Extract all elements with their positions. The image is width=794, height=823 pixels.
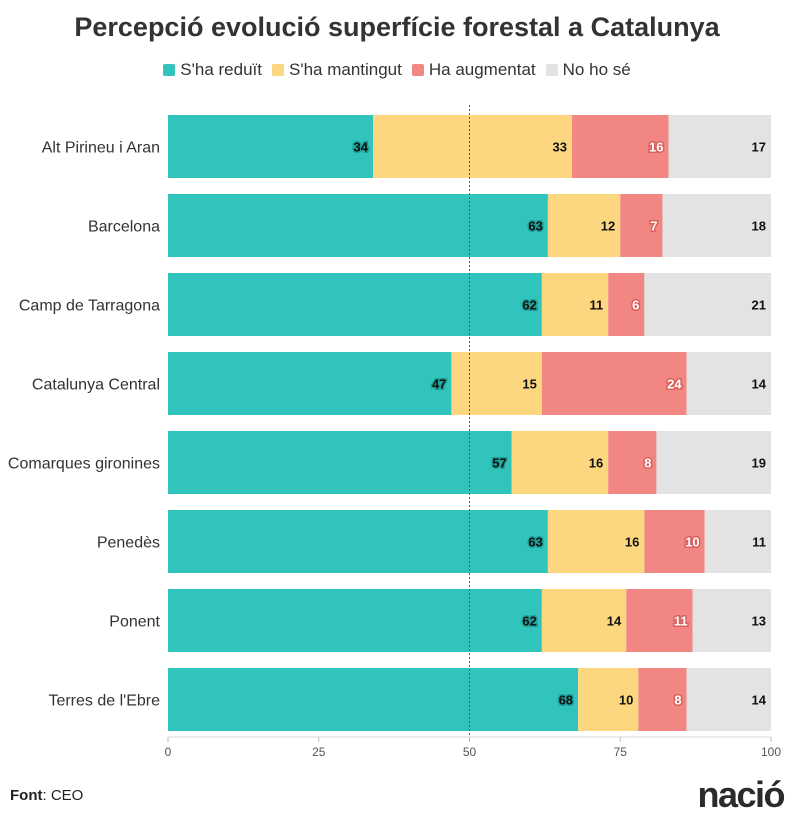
data-label: 14: [607, 614, 622, 629]
bar-segment: [668, 115, 771, 178]
legend-label: S'ha mantingut: [288, 60, 402, 79]
data-label: 18: [752, 219, 766, 234]
source-note: Font: CEO: [10, 787, 83, 804]
bar-segment: [541, 352, 687, 415]
data-label: 8: [644, 456, 651, 471]
bar-segment: [662, 194, 771, 257]
x-tick-label: 100: [761, 745, 781, 759]
data-label: 19: [752, 456, 766, 471]
source-label: Font: [10, 787, 43, 804]
bar-segment: [168, 194, 548, 257]
legend-label: S'ha reduït: [180, 60, 262, 79]
bar-segment: [168, 431, 512, 494]
category-label: Camp de Tarragona: [19, 298, 160, 315]
bar-segment: [547, 194, 621, 257]
bar-segment: [578, 668, 639, 731]
data-label: 10: [685, 535, 699, 550]
data-label: 6: [632, 298, 639, 313]
bar-segment: [620, 194, 663, 257]
data-label: 13: [752, 614, 766, 629]
data-label: 12: [601, 219, 615, 234]
source-value: : CEO: [42, 787, 84, 804]
category-label: Catalunya Central: [32, 377, 160, 394]
data-label: 33: [553, 140, 567, 155]
bar-segment: [168, 115, 374, 178]
category-label: Terres de l'Ebre: [48, 693, 160, 710]
data-label: 7: [650, 219, 657, 234]
x-tick-label: 0: [165, 745, 172, 759]
data-label: 68: [559, 693, 573, 708]
data-label: 14: [752, 377, 767, 392]
data-label: 62: [522, 614, 536, 629]
bar-segment: [608, 431, 657, 494]
data-label: 14: [752, 693, 767, 708]
data-label: 57: [492, 456, 506, 471]
legend-item: S'ha reduït: [163, 60, 262, 80]
category-label: Ponent: [109, 614, 160, 631]
category-label: Alt Pirineu i Aran: [42, 140, 160, 157]
legend-item: No ho sé: [545, 60, 631, 80]
data-label: 63: [528, 219, 542, 234]
data-label: 16: [589, 456, 603, 471]
bar-segment: [656, 431, 771, 494]
data-label: 16: [625, 535, 639, 550]
legend: S'ha reduït S'ha mantingut Ha augmentat No …: [0, 60, 794, 80]
bar-segment: [704, 510, 771, 573]
data-label: 16: [649, 140, 663, 155]
data-label: 15: [522, 377, 536, 392]
bar-segment: [638, 668, 687, 731]
data-label: 24: [667, 377, 682, 392]
brand-logo: nació: [697, 774, 785, 815]
legend-swatch: [271, 64, 284, 76]
category-label: Barcelona: [88, 219, 160, 236]
legend-label: Ha augmentat: [428, 60, 536, 79]
bar-segment: [644, 273, 771, 336]
bar-segment: [541, 589, 627, 652]
bar-segment: [541, 273, 609, 336]
data-label: 11: [674, 614, 688, 629]
data-label: 17: [752, 140, 766, 155]
data-label: 34: [354, 140, 369, 155]
category-label: Comarques gironines: [8, 456, 160, 473]
data-label: 47: [432, 377, 446, 392]
x-tick-label: 75: [614, 745, 628, 759]
category-label: Penedès: [97, 535, 160, 552]
data-label: 62: [522, 298, 536, 313]
bar-segment: [644, 510, 705, 573]
legend-swatch: [411, 64, 424, 76]
bar-segment: [373, 115, 573, 178]
data-label: 11: [752, 535, 766, 550]
data-label: 8: [674, 693, 681, 708]
bar-segment: [626, 589, 693, 652]
bar-segment: [168, 510, 548, 573]
legend-label: No ho sé: [562, 60, 631, 79]
bar-segment: [686, 352, 771, 415]
bar-segment: [168, 668, 579, 731]
bar-segment: [511, 431, 609, 494]
data-label: 21: [752, 298, 766, 313]
bar-segment: [451, 352, 542, 415]
bar-segment: [168, 273, 542, 336]
bar-segment: [686, 668, 771, 731]
chart-title: Percepció evolució superfície forestal a…: [74, 12, 720, 42]
data-label: 11: [589, 298, 603, 313]
bar-segment: [692, 589, 771, 652]
legend-swatch: [163, 64, 176, 76]
bar-segment: [168, 352, 452, 415]
x-tick-label: 25: [312, 745, 326, 759]
bar-segment: [608, 273, 645, 336]
legend-swatch: [545, 64, 558, 76]
bar-segment: [547, 510, 645, 573]
legend-item: S'ha mantingut: [271, 60, 402, 80]
bar-segment: [168, 589, 542, 652]
x-tick-label: 50: [463, 745, 477, 759]
data-label: 63: [528, 535, 542, 550]
legend-item: Ha augmentat: [411, 60, 536, 80]
data-label: 10: [619, 693, 633, 708]
bar-segment: [572, 115, 669, 178]
